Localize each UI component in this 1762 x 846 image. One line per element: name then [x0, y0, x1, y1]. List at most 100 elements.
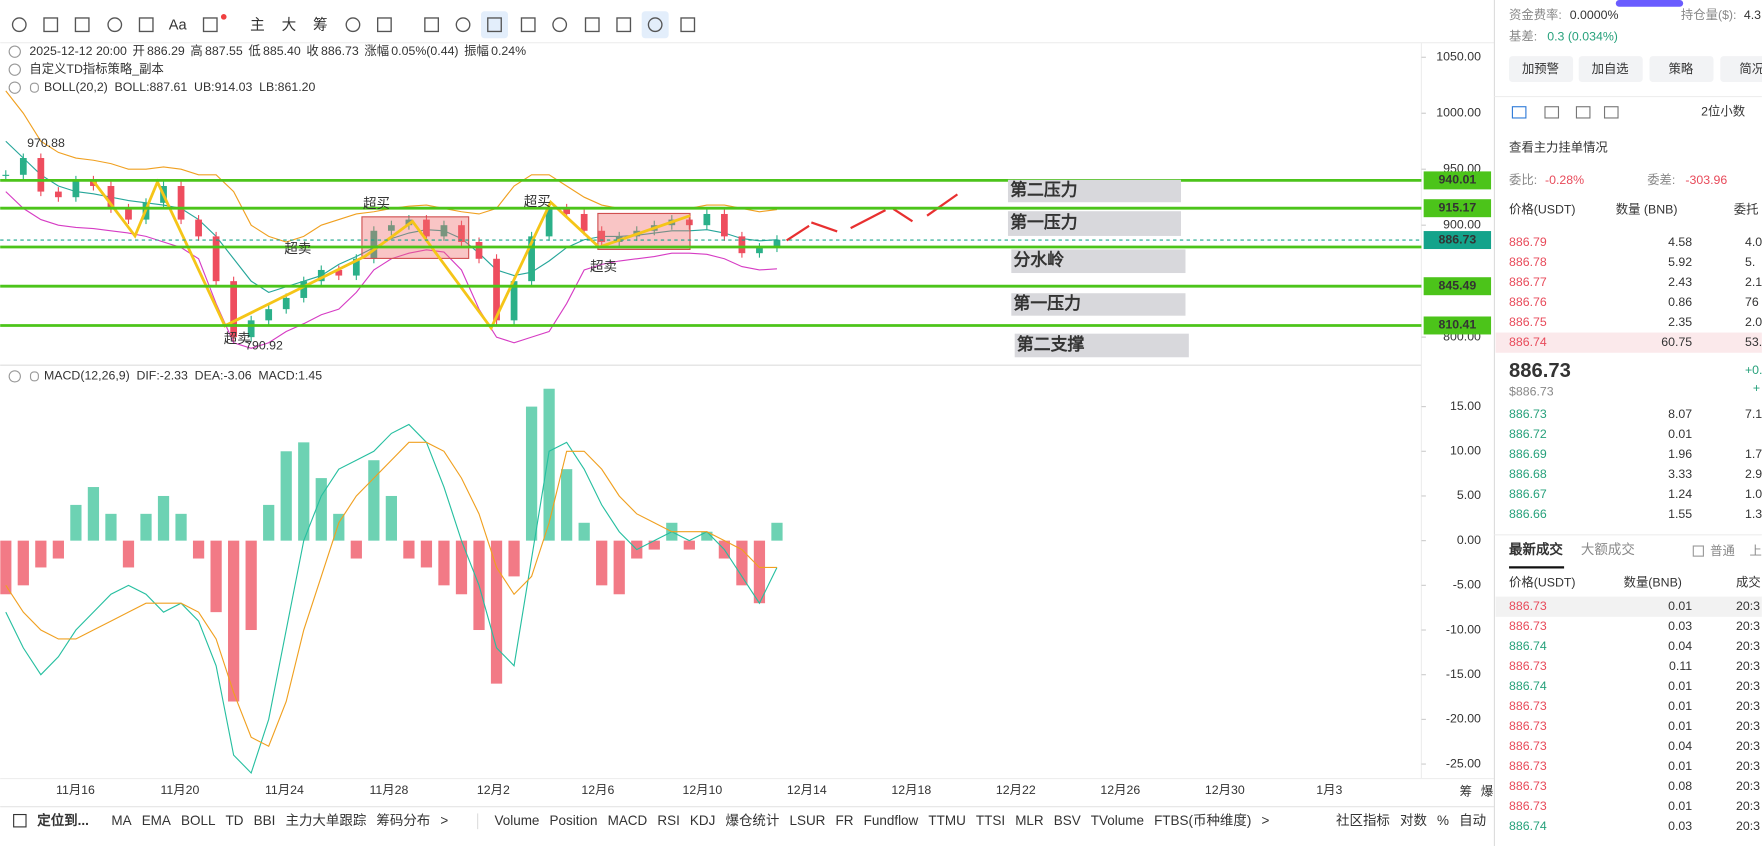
- signal-label: 超买: [363, 196, 390, 211]
- y-tick-label: -25.00: [1446, 756, 1481, 770]
- toolbar-icon[interactable]: [138, 17, 154, 33]
- total: 53.8: [1745, 335, 1762, 349]
- tab[interactable]: 大额成交: [1581, 541, 1635, 557]
- panel-button-label[interactable]: 加预警: [1522, 61, 1559, 76]
- indicator-tab[interactable]: 筹码分布: [376, 812, 430, 828]
- panel-button-label[interactable]: 加自选: [1592, 62, 1629, 76]
- view-icon[interactable]: [1511, 106, 1527, 119]
- toolbar-button[interactable]: 筹: [313, 17, 328, 34]
- quantity: 8.07: [1668, 407, 1692, 421]
- indicator-tab[interactable]: TVolume: [1091, 813, 1144, 828]
- histogram-bar: [52, 540, 64, 559]
- indicator-tab[interactable]: >: [440, 813, 448, 828]
- toolbar-button[interactable]: 大: [282, 17, 297, 34]
- indicator-tab[interactable]: BOLL: [181, 813, 216, 828]
- label: -303.96: [1685, 173, 1727, 187]
- panel-button[interactable]: [1649, 56, 1714, 83]
- toolbar-icon[interactable]: [424, 17, 440, 33]
- indicator-tab[interactable]: RSI: [657, 813, 679, 828]
- panel-button-label[interactable]: 简况: [1739, 62, 1762, 76]
- view-icon[interactable]: [1544, 106, 1560, 119]
- toolbar-icon[interactable]: [202, 17, 218, 33]
- axis-button[interactable]: 爆: [1481, 784, 1494, 798]
- toolbar-icon[interactable]: [647, 17, 663, 33]
- indicator-tab[interactable]: 主力大单跟踪: [285, 813, 366, 828]
- indicator-tab[interactable]: Fundflow: [864, 813, 919, 828]
- arrow: [810, 221, 838, 233]
- candle: [19, 158, 27, 175]
- indicator-tab[interactable]: TTMU: [928, 813, 965, 828]
- level-label: 915.17: [1438, 200, 1476, 214]
- label: -0.28%: [1545, 173, 1584, 187]
- indicator-tab[interactable]: MLR: [1015, 813, 1044, 828]
- indicator-tab[interactable]: Volume: [495, 813, 540, 828]
- y-tick-label: 10.00: [1450, 444, 1481, 458]
- candle: [317, 269, 325, 282]
- toolbar-icon[interactable]: [74, 17, 90, 33]
- checkbox[interactable]: [1692, 545, 1704, 557]
- toolbar-icon[interactable]: [376, 17, 392, 33]
- label: 开: [132, 44, 144, 58]
- histogram-bar: [122, 540, 135, 568]
- indicator-tab[interactable]: 对数: [1400, 813, 1427, 828]
- toolbar-icon[interactable]: [43, 17, 59, 33]
- panel-button-label[interactable]: 策略: [1669, 61, 1694, 76]
- indicator-tab[interactable]: TD: [226, 813, 244, 828]
- toolbar-icon[interactable]: [584, 17, 600, 33]
- panel-button[interactable]: [1578, 56, 1643, 83]
- histogram-bar: [280, 451, 292, 541]
- link[interactable]: 查看主力挂单情况: [1509, 141, 1608, 155]
- collapse-icon: [8, 370, 21, 383]
- trade-price: 886.73: [1509, 779, 1547, 793]
- bell-icon: [29, 371, 39, 382]
- toolbar-icon[interactable]: [11, 17, 27, 33]
- histogram-bar: [368, 460, 380, 541]
- indicator-tab[interactable]: >: [1261, 813, 1269, 828]
- label: 0.0000%: [1570, 8, 1619, 22]
- toolbar-icon[interactable]: [487, 17, 502, 33]
- locate-button[interactable]: 定位到...: [37, 812, 89, 828]
- toolbar-icon[interactable]: [345, 17, 361, 33]
- dropdown[interactable]: 2位小数: [1701, 104, 1745, 119]
- toolbar-button[interactable]: Aa: [169, 18, 188, 34]
- toolbar-icon[interactable]: [616, 17, 632, 33]
- toolbar-button[interactable]: 主: [250, 17, 265, 34]
- indicator-tab[interactable]: %: [1437, 813, 1449, 828]
- level-label: 845.49: [1438, 278, 1476, 292]
- histogram-bar: [753, 540, 766, 604]
- indicator-tab[interactable]: FR: [836, 813, 854, 828]
- indicator-tab[interactable]: MACD: [608, 813, 648, 828]
- tab[interactable]: 最新成交: [1509, 541, 1563, 557]
- toolbar-icon[interactable]: [680, 17, 696, 33]
- indicator-tab[interactable]: MA: [111, 813, 131, 828]
- total: 2.0: [1745, 315, 1762, 329]
- zone-box: [1007, 179, 1181, 203]
- panel-button[interactable]: [1509, 56, 1574, 83]
- zone-box: [1014, 333, 1189, 358]
- price: 886.68: [1509, 467, 1547, 481]
- view-icon[interactable]: [1575, 106, 1591, 119]
- candle: [300, 281, 308, 298]
- indicator-tab[interactable]: EMA: [142, 813, 171, 828]
- trade-price: 886.73: [1509, 699, 1547, 713]
- indicator-tab[interactable]: FTBS(币种维度): [1154, 813, 1251, 828]
- indicator-tab[interactable]: 爆仓统计: [726, 813, 780, 828]
- view-icon[interactable]: [1603, 106, 1619, 119]
- indicator-tab[interactable]: LSUR: [789, 813, 825, 828]
- indicator-tab[interactable]: 社区指标: [1336, 813, 1390, 828]
- indicator-tab[interactable]: BBI: [254, 813, 276, 828]
- axis-button[interactable]: 筹: [1460, 784, 1472, 798]
- trade-price: 886.73: [1509, 739, 1547, 753]
- indicator-tab[interactable]: 自动: [1459, 813, 1486, 828]
- toolbar-icon[interactable]: [520, 17, 536, 33]
- indicator-tab[interactable]: TTSI: [976, 813, 1005, 828]
- y-tick-label: 5.00: [1457, 488, 1481, 502]
- indicator-tab[interactable]: Position: [550, 813, 598, 828]
- panel-button[interactable]: [1720, 56, 1762, 83]
- indicator-tab[interactable]: BSV: [1054, 813, 1081, 828]
- indicator-tab[interactable]: KDJ: [690, 813, 715, 828]
- toolbar-icon[interactable]: [107, 17, 123, 33]
- zone-box: [1007, 211, 1181, 236]
- toolbar-icon[interactable]: [552, 17, 568, 33]
- toolbar-icon[interactable]: [455, 17, 471, 33]
